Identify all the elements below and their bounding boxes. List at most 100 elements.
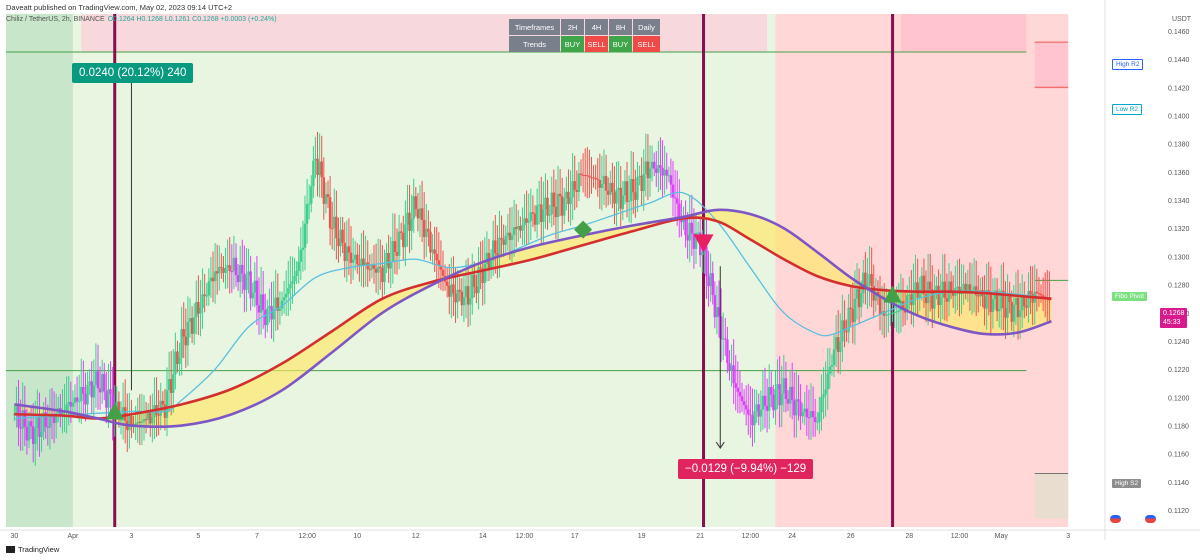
- candle-body: [21, 410, 24, 429]
- ma-line-slow-ma: [14, 208, 1052, 428]
- candle-body: [52, 416, 56, 423]
- candle-body: [19, 427, 22, 429]
- candle-body: [531, 212, 535, 214]
- x-tick-label: 3: [130, 533, 134, 540]
- candle-body: [312, 160, 315, 187]
- candle-body: [905, 295, 909, 313]
- candle-body: [755, 404, 758, 412]
- candle-body: [224, 267, 227, 273]
- y-tick-label: 0.1200: [1168, 395, 1190, 402]
- candle-body: [592, 177, 595, 179]
- candle-body: [916, 282, 919, 298]
- candle-body: [586, 175, 589, 177]
- candle-body: [1008, 295, 1011, 303]
- candle-body: [109, 389, 112, 395]
- candle-body: [293, 276, 296, 282]
- candle-body: [563, 198, 566, 216]
- candle-body: [527, 221, 530, 223]
- y-tick-label: 0.1280: [1168, 283, 1190, 290]
- candle-body: [843, 320, 846, 332]
- low-r2-label: Low R2: [1112, 104, 1143, 115]
- candle-body: [611, 182, 614, 193]
- candle-body: [828, 366, 832, 374]
- candle-body: [220, 266, 223, 268]
- high-r2-label: High R2: [1112, 59, 1144, 70]
- y-tick-label: 0.1400: [1168, 113, 1190, 120]
- current-price-tag[interactable]: 0.1268 45:33: [1160, 308, 1188, 328]
- candle-body: [577, 173, 581, 193]
- candle-body: [701, 252, 704, 256]
- candle-body: [186, 321, 190, 346]
- measure-arrowhead-1: [715, 441, 725, 449]
- candle-body: [759, 409, 763, 417]
- candle-body: [857, 289, 861, 308]
- candle-body: [25, 426, 29, 441]
- candle-body: [498, 237, 501, 256]
- candle-body: [519, 225, 522, 231]
- candle-body: [105, 391, 108, 408]
- candle-body: [368, 269, 372, 271]
- candle-body: [218, 266, 221, 274]
- timeframe-2h: 2H: [561, 19, 584, 35]
- candle-body: [636, 177, 639, 200]
- candle-body: [238, 264, 242, 283]
- candle-body: [874, 291, 878, 301]
- candle-body: [972, 286, 976, 290]
- candle-body: [209, 277, 213, 282]
- candle-body: [659, 165, 662, 168]
- candle-body: [588, 175, 591, 178]
- candle-body: [406, 212, 409, 225]
- candle-body: [747, 409, 750, 415]
- candle-body: [77, 401, 81, 403]
- candle-body: [629, 178, 633, 201]
- candle-body: [866, 283, 869, 289]
- candle-body: [922, 275, 926, 295]
- candle-body: [744, 405, 748, 410]
- candle-body: [853, 298, 857, 323]
- candle-body: [410, 218, 413, 231]
- candle-body: [502, 239, 505, 245]
- candle-body: [230, 271, 234, 273]
- candle-body: [232, 257, 236, 272]
- symbol-name: Chiliz / TetherUS, 2h, BINANCE: [6, 16, 105, 23]
- candle-body: [253, 280, 257, 293]
- y-tick-label: 0.1360: [1168, 170, 1190, 177]
- candle-body: [644, 161, 648, 175]
- candle-body: [65, 404, 68, 411]
- y-tick-label: 0.1120: [1168, 508, 1189, 515]
- candle-body: [602, 175, 606, 184]
- candle-body: [96, 371, 100, 389]
- candle-body: [669, 175, 673, 185]
- candle-body: [813, 417, 817, 423]
- candle-body: [454, 293, 457, 303]
- candle-body: [671, 184, 675, 198]
- candle-body: [512, 227, 516, 235]
- candle-body: [282, 297, 286, 301]
- candle-body: [48, 416, 52, 428]
- candle-body: [893, 312, 896, 314]
- candle-body: [615, 189, 618, 204]
- candle-body: [1041, 295, 1045, 297]
- candle-body: [895, 311, 898, 313]
- candle-body: [721, 338, 725, 340]
- timeframe-daily: Daily: [633, 19, 660, 35]
- candle-body: [788, 386, 792, 404]
- candle-body: [554, 206, 558, 218]
- current-price-value: 0.1268: [1163, 310, 1185, 317]
- candle-body: [951, 290, 955, 296]
- candle-body: [301, 247, 305, 250]
- candle-body: [176, 351, 179, 364]
- candle-body: [257, 305, 261, 313]
- candle-body: [1020, 296, 1024, 311]
- candle-body: [713, 295, 717, 318]
- candle-body: [508, 232, 512, 240]
- y-tick-label: 0.1440: [1168, 57, 1190, 64]
- candle-body: [422, 220, 426, 238]
- candle-body: [742, 401, 746, 406]
- candle-body: [322, 177, 326, 204]
- candle-body: [782, 378, 786, 394]
- candle-body: [924, 294, 928, 304]
- candle-body: [452, 284, 455, 294]
- x-tick-label: 30: [10, 533, 18, 540]
